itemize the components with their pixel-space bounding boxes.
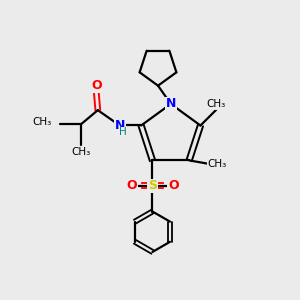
Text: H: H [119, 127, 127, 137]
Text: CH₃: CH₃ [207, 159, 227, 169]
Text: CH₃: CH₃ [33, 117, 52, 127]
Text: O: O [126, 179, 137, 192]
Text: S: S [148, 179, 157, 192]
Text: CH₃: CH₃ [207, 99, 226, 110]
Text: N: N [115, 119, 125, 132]
Text: O: O [91, 79, 102, 92]
Text: N: N [166, 98, 176, 110]
Text: CH₃: CH₃ [71, 147, 90, 157]
Text: O: O [168, 179, 178, 192]
